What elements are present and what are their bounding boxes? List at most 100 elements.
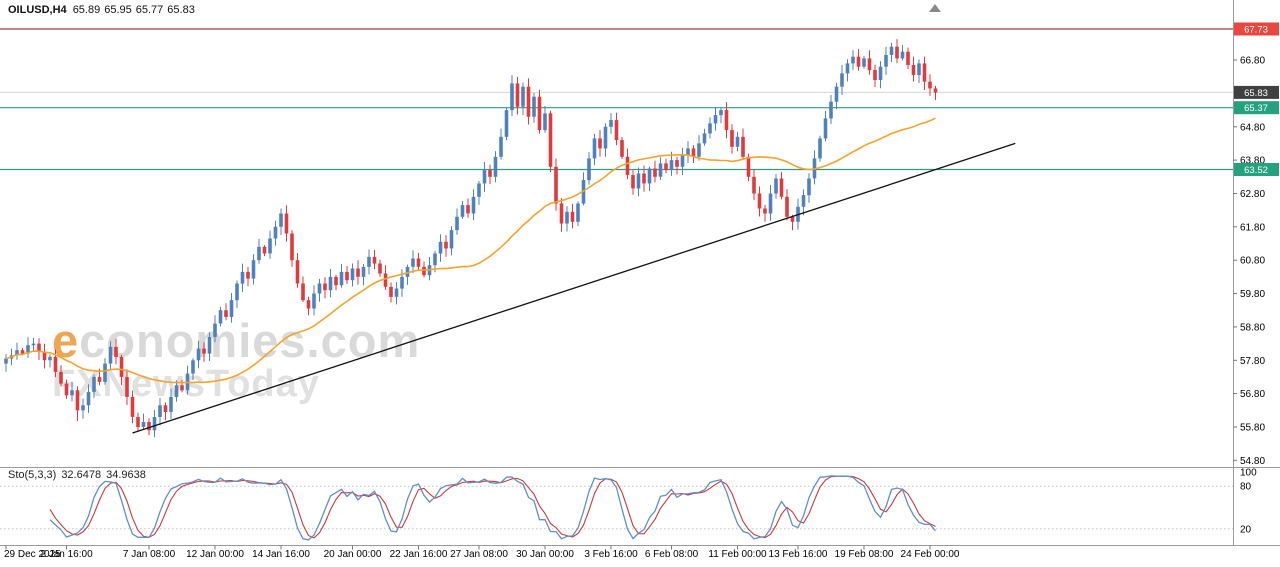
candle-body [130, 396, 135, 417]
candle-body [592, 138, 597, 159]
candle-body [724, 110, 729, 131]
price-badge-support: 63.52 [1234, 163, 1279, 176]
candle-body [735, 136, 740, 147]
separators [0, 0, 1280, 546]
svg-text:59.80: 59.80 [1240, 289, 1265, 300]
candle-body [823, 118, 828, 139]
candle-body [438, 241, 443, 254]
candle-body [119, 356, 124, 377]
candle-body [356, 268, 360, 277]
candle-body [422, 266, 426, 276]
candle-body [42, 351, 47, 361]
candle-body [246, 271, 250, 279]
price-axis[interactable]: 66.80 64.80 63.80 62.80 61.80 60.80 59.80 58.80… [1233, 56, 1265, 467]
candle-body [658, 163, 663, 177]
candle-body [779, 178, 784, 197]
candle-body [158, 405, 162, 417]
candle-body [752, 176, 756, 194]
svg-text:67.73: 67.73 [1244, 25, 1268, 36]
candle-body [97, 376, 102, 382]
candle-body [350, 268, 355, 281]
symbol-label: OILUSD,H4 [8, 4, 67, 16]
svg-text:56.80: 56.80 [1240, 389, 1265, 400]
candle-body [125, 376, 129, 397]
svg-text:12 Jan 00:00: 12 Jan 00:00 [186, 549, 244, 560]
svg-text:80: 80 [1240, 482, 1252, 493]
candle-body [746, 156, 751, 177]
candle-body [169, 396, 173, 412]
candle-body [405, 266, 410, 277]
svg-text:64.80: 64.80 [1240, 122, 1265, 133]
chart-shift-marker[interactable] [929, 4, 941, 12]
indicator-surface[interactable] [0, 468, 1233, 545]
candle-body [686, 148, 690, 156]
candle-body [394, 288, 399, 297]
svg-text:20: 20 [1240, 524, 1252, 535]
candle-body [488, 170, 492, 177]
candle-body [108, 346, 113, 364]
level-lines[interactable] [0, 28, 1233, 171]
candle-body [455, 216, 459, 231]
svg-text:54.80: 54.80 [1240, 456, 1265, 467]
candle-body [664, 163, 668, 171]
open-value: 65.89 [72, 4, 101, 16]
candle-body [367, 256, 371, 267]
candle-body [477, 183, 481, 197]
svg-text:24 Feb 00:00: 24 Feb 00:00 [901, 549, 960, 560]
svg-text:20 Jan 00:00: 20 Jan 00:00 [324, 549, 382, 560]
moving-average-line[interactable] [5, 117, 936, 384]
candle-body [345, 271, 349, 281]
candle-body [669, 160, 674, 171]
candle-body [807, 178, 811, 196]
svg-text:61.80: 61.80 [1240, 222, 1265, 233]
candle-body [317, 283, 322, 294]
svg-text:100: 100 [1240, 468, 1257, 479]
candle-body [273, 226, 278, 239]
candle-body [433, 253, 437, 266]
candle-body [653, 168, 657, 177]
candle-body [449, 230, 454, 249]
stochastic-main-line [49, 475, 936, 541]
candle-body [867, 58, 872, 71]
candle-body [482, 170, 487, 184]
candle-body [504, 110, 509, 137]
candle-body [251, 260, 256, 279]
candle-body [636, 173, 641, 189]
main-chart-surface[interactable] [0, 0, 1233, 467]
candle-body [625, 156, 630, 176]
candle-body [933, 88, 938, 93]
candle-body [873, 70, 877, 80]
svg-text:66.80: 66.80 [1240, 56, 1265, 67]
candle-body [400, 276, 404, 289]
svg-text:55.80: 55.80 [1240, 423, 1265, 434]
candle-body [900, 51, 905, 59]
candle-body [884, 55, 888, 67]
candle-body [691, 148, 696, 157]
indicator-label: Sto(5,3,3) 32.6478 34.9638 [8, 469, 151, 481]
candle-body [917, 63, 921, 76]
candle-body [279, 213, 283, 227]
candle-body [48, 356, 52, 361]
candle-body [834, 86, 839, 102]
svg-text:65.83: 65.83 [1244, 88, 1268, 99]
candle-body [361, 266, 366, 277]
candle-body [191, 360, 195, 374]
candle-body [598, 138, 602, 149]
candle-body [774, 178, 778, 194]
svg-text:14 Jan 16:00: 14 Jan 16:00 [252, 549, 310, 560]
candle-body [856, 56, 861, 67]
candle-body [207, 336, 212, 354]
svg-text:22 Jan 16:00: 22 Jan 16:00 [390, 549, 448, 560]
candle-body [576, 203, 580, 222]
svg-text:63.80: 63.80 [1240, 156, 1265, 167]
ascending-trendline[interactable] [132, 142, 1016, 434]
candle-body [389, 286, 393, 297]
candle-body [152, 417, 157, 431]
candle-body [845, 63, 850, 74]
candle-body [719, 110, 723, 116]
svg-text:65.37: 65.37 [1244, 103, 1268, 114]
candle-body [708, 123, 712, 134]
candle-body [559, 203, 564, 224]
